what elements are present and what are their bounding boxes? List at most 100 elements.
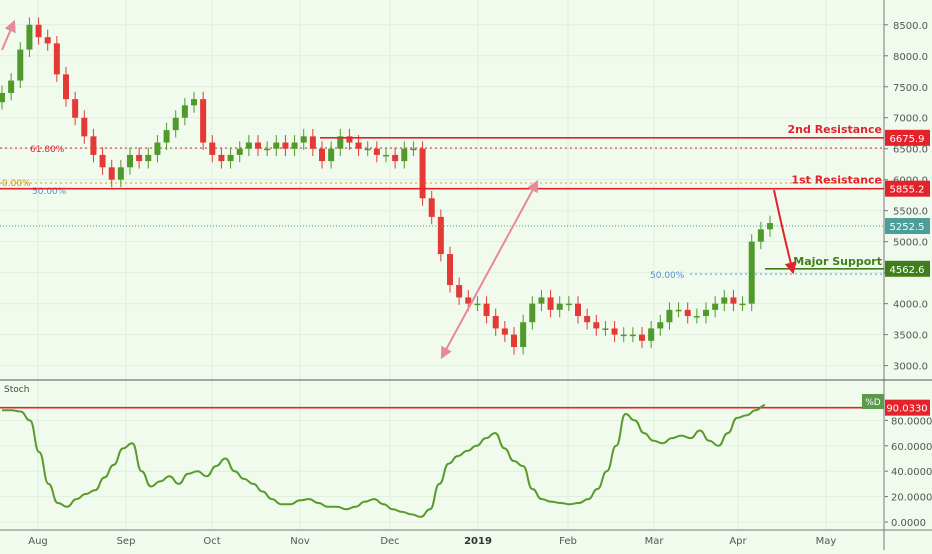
- candle-body: [346, 136, 353, 143]
- candle-body: [501, 328, 508, 335]
- candle-body: [53, 43, 60, 75]
- candle-body: [99, 154, 106, 168]
- candle-body: [757, 229, 764, 242]
- candle-body: [264, 148, 271, 151]
- candle-body: [245, 142, 252, 149]
- candle-body: [529, 303, 536, 323]
- candle-body: [200, 99, 207, 143]
- candle-body: [328, 148, 335, 162]
- time-tick-label: Nov: [290, 536, 310, 547]
- candle-body: [657, 322, 664, 329]
- candle-body: [767, 223, 773, 230]
- candle-body: [0, 92, 5, 103]
- second-resistance-tag: [885, 129, 930, 146]
- time-tick-label: Feb: [559, 536, 577, 547]
- stoch-line: [2, 404, 766, 518]
- stoch-level-tag: [885, 399, 930, 416]
- major-support-label: Major Support: [793, 255, 882, 268]
- candle-body: [35, 24, 42, 38]
- price-tick-label: 8000.0: [893, 52, 928, 63]
- candle-body: [538, 297, 545, 304]
- fib-label-61: 61.80%: [30, 145, 65, 155]
- candle-body: [639, 334, 645, 341]
- candle-body: [364, 148, 371, 151]
- stoch-badge-label: %D: [865, 398, 881, 408]
- candle-body: [401, 148, 408, 162]
- candle-body: [611, 328, 618, 335]
- first-resistance-label: 1st Resistance: [791, 174, 882, 187]
- candle-body: [300, 136, 307, 143]
- candle-body: [748, 241, 755, 304]
- candle-body: [319, 148, 325, 162]
- candle-body: [81, 117, 88, 137]
- second-resistance-tag-label: 6675.9: [890, 134, 925, 145]
- candle-body: [712, 303, 719, 310]
- price-tick-label: 7500.0: [893, 83, 928, 94]
- candle-body: [136, 154, 143, 162]
- candle-body: [703, 309, 709, 317]
- candle-body: [666, 309, 673, 323]
- candle-body: [584, 316, 591, 323]
- candle-body: [26, 24, 33, 50]
- candle-body: [218, 154, 225, 162]
- projection-arrow: [440, 179, 539, 360]
- candle-body: [8, 80, 15, 93]
- first-resistance-tag: [885, 180, 930, 197]
- candle-body: [90, 136, 97, 155]
- price-tick-label: 8500.0: [893, 21, 928, 32]
- candle-body: [428, 198, 435, 217]
- candle-body: [255, 142, 261, 149]
- stoch-tick-label: 40.0000: [891, 467, 932, 478]
- time-tick-label: May: [816, 536, 837, 547]
- candle-body: [456, 285, 463, 298]
- candle-body: [447, 254, 453, 286]
- stoch-title: Stoch: [4, 385, 29, 395]
- stoch-tick-label: 80.0000: [891, 416, 932, 427]
- price-tick-label: 5500.0: [893, 207, 928, 218]
- candle-body: [355, 142, 362, 149]
- fib-label-0: 0.00%: [2, 179, 31, 189]
- candle-body: [648, 328, 655, 341]
- candle-body: [492, 316, 499, 329]
- price-tick-label: 5000.0: [893, 238, 928, 249]
- stoch-level-label: 90.0330: [886, 404, 927, 415]
- candle-body: [181, 105, 188, 118]
- candle-body: [575, 303, 581, 317]
- candle-body: [392, 154, 399, 162]
- candle-body: [282, 142, 289, 149]
- major-support-tag: [885, 260, 930, 277]
- candle-body: [675, 309, 682, 312]
- candle-body: [547, 297, 554, 310]
- candle-body: [154, 142, 161, 155]
- first-resistance-tag-label: 5855.2: [890, 185, 925, 196]
- time-tick-label: Aug: [28, 536, 48, 547]
- down-arrow: [773, 189, 797, 275]
- candle-body: [236, 148, 243, 155]
- candle-body: [721, 297, 728, 304]
- candle-body: [565, 303, 572, 306]
- candle-body: [163, 130, 170, 143]
- candle-body: [520, 322, 527, 348]
- candle-body: [72, 99, 79, 118]
- candle-body: [209, 142, 216, 155]
- candle-body: [273, 142, 280, 149]
- time-tick-label: Mar: [645, 536, 665, 547]
- time-tick-label: Apr: [729, 536, 747, 547]
- time-tick-label: 2019: [464, 536, 492, 547]
- candle-body: [437, 216, 444, 255]
- time-tick-label: Sep: [117, 536, 136, 547]
- candle-body: [620, 334, 627, 337]
- candle-body: [145, 154, 152, 162]
- candle-body: [693, 316, 700, 318]
- candle-body: [44, 37, 51, 44]
- stoch-tick-label: 60.0000: [891, 442, 932, 453]
- current-price-tag: [885, 218, 930, 235]
- candle-body: [172, 117, 179, 131]
- major-support-tag-label: 4562.6: [890, 265, 925, 276]
- stoch-tick-label: 20.0000: [891, 493, 932, 504]
- second-resistance-label: 2nd Resistance: [788, 123, 882, 136]
- stoch-tick-label: 0.0000: [891, 518, 926, 529]
- candle-body: [127, 154, 133, 168]
